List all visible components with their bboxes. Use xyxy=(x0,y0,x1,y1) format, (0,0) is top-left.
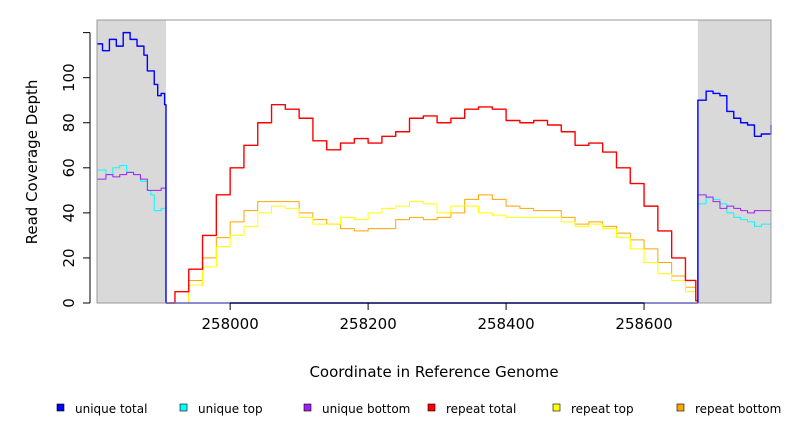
x-tick-label: 258600 xyxy=(615,315,672,333)
legend-swatch-unique-total xyxy=(56,403,65,412)
legend-swatch-unique-top xyxy=(179,403,188,412)
x-axis: 258000 258200 258400 258600 xyxy=(202,302,673,333)
legend: unique total unique top unique bottom repea… xyxy=(56,402,781,416)
series-line-repeat-total xyxy=(165,104,699,304)
series-lines xyxy=(97,31,772,304)
shaded-region xyxy=(97,20,166,303)
y-tick-label: 20 xyxy=(60,248,78,267)
y-tick-label: 40 xyxy=(60,203,78,222)
shaded-region xyxy=(697,20,771,303)
legend-label-repeat-total: repeat total xyxy=(446,402,516,416)
y-tick-label: 0 xyxy=(60,298,78,308)
series-line-repeat-bottom xyxy=(97,194,771,304)
y-axis: 0 20 40 60 80 100 xyxy=(60,32,91,308)
y-tick-label: 60 xyxy=(60,158,78,177)
legend-label-repeat-bottom: repeat bottom xyxy=(695,402,781,416)
y-axis-label: Read Coverage Depth xyxy=(23,80,41,245)
x-tick-label: 258400 xyxy=(477,315,534,333)
x-axis-label: Coordinate in Reference Genome xyxy=(309,363,558,381)
y-tick-label: 80 xyxy=(60,113,78,132)
x-tick-label: 258200 xyxy=(339,315,396,333)
y-tick-label: 100 xyxy=(60,63,78,92)
legend-label-unique-bottom: unique bottom xyxy=(322,402,410,416)
series-line-unique-top xyxy=(97,165,772,304)
x-tick-label: 258000 xyxy=(202,315,259,333)
shaded-regions xyxy=(97,20,771,303)
legend-swatch-unique-bottom xyxy=(303,403,312,412)
legend-swatch-repeat-top xyxy=(552,403,561,412)
legend-label-unique-top: unique top xyxy=(198,402,263,416)
series-line-unique-bottom xyxy=(97,171,772,304)
series-line-repeat-top xyxy=(165,201,699,304)
legend-swatch-repeat-bottom xyxy=(676,403,685,412)
legend-label-repeat-top: repeat top xyxy=(571,402,634,416)
legend-label-unique-total: unique total xyxy=(75,402,147,416)
plot-frame xyxy=(96,19,772,304)
series-line-unique-total xyxy=(97,31,772,304)
legend-swatch-repeat-total xyxy=(427,403,436,412)
